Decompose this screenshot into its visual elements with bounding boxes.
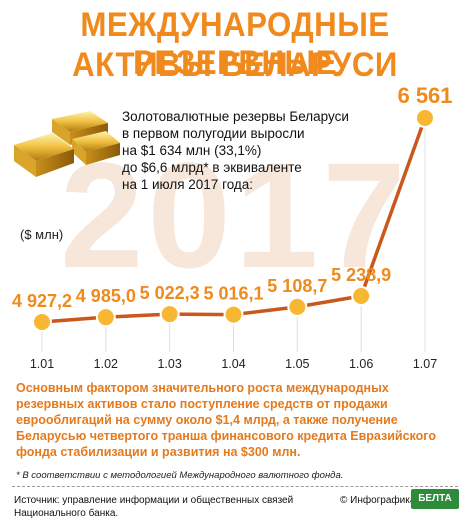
- page-title-line-1: МЕЖДУНАРОДНЫЕ РЕЗЕРВНЫЕ: [80, 6, 390, 82]
- data-label: 5 108,7: [267, 276, 327, 296]
- page-title-line-2: АКТИВЫ БЕЛАРУСИ: [72, 46, 398, 84]
- intro-line: на $1 634 млн (33,1%): [122, 143, 262, 158]
- credit-text: © Инфографика: [340, 495, 416, 506]
- x-tick-label: 1.06: [349, 357, 373, 371]
- data-point: [287, 296, 308, 317]
- explanation-note: Основным фактором значительного роста ме…: [16, 381, 436, 459]
- data-point: [351, 286, 372, 306]
- reserves-line-chart: 4 927,2 1.01 4 985,0 1.02 5 022,3 1.03 5 016,1…: [12, 83, 453, 371]
- x-tick-label: 1.05: [285, 357, 309, 371]
- x-tick-label: 1.04: [221, 357, 245, 371]
- x-tick-label: 1.02: [94, 357, 118, 371]
- data-label: 4 927,2: [12, 291, 72, 311]
- intro-line: Золотовалютные резервы Беларуси: [122, 109, 349, 124]
- data-point: [223, 304, 244, 325]
- data-label: 6 561: [397, 83, 452, 108]
- intro-line: до $6,6 млрд* в эквиваленте: [122, 160, 302, 175]
- unit-label: ($ млн): [20, 227, 64, 242]
- data-point: [32, 312, 52, 332]
- x-tick-label: 1.03: [157, 357, 181, 371]
- data-label: 4 985,0: [76, 286, 136, 306]
- belta-logo: БЕЛТА: [411, 489, 459, 509]
- footnote: * В соответствии с методологией Междунар…: [16, 470, 344, 481]
- data-point: [415, 108, 435, 128]
- x-tick-label: 1.07: [413, 357, 437, 371]
- background-year: 2017: [60, 131, 410, 299]
- data-point: [159, 304, 180, 325]
- intro-line: в первом полугодии выросли: [122, 126, 305, 141]
- source-text: Источник: управление информации и общест…: [14, 495, 294, 519]
- intro-line: на 1 июля 2017 года:: [122, 177, 254, 192]
- data-label: 5 238,9: [331, 265, 391, 285]
- intro-text: Золотовалютные резервы Беларуси в первом…: [122, 108, 422, 193]
- data-label: 5 022,3: [140, 283, 200, 303]
- data-label: 5 016,1: [203, 284, 263, 304]
- x-tick-label: 1.01: [30, 357, 54, 371]
- gold-bars-icon: [14, 111, 120, 177]
- data-point: [95, 307, 116, 328]
- divider: [12, 486, 458, 487]
